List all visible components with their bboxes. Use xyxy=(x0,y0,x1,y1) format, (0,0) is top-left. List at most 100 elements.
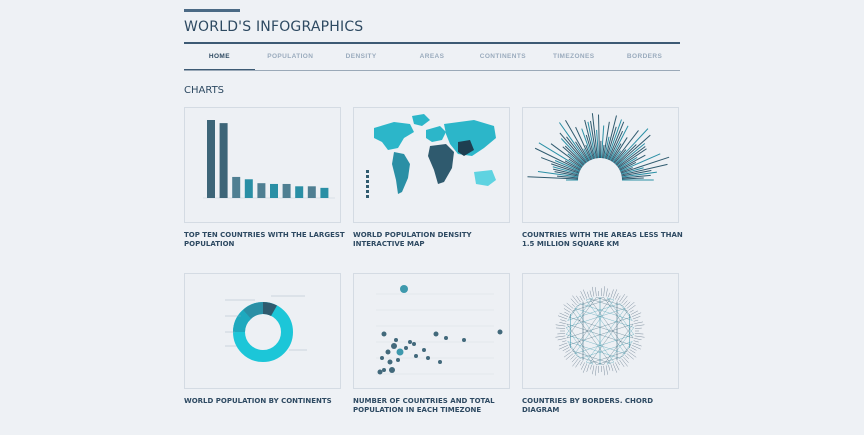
radial-bar xyxy=(601,125,605,159)
nav-item-continents[interactable]: CONTINENTS xyxy=(479,53,526,60)
scatter-chart-thumbnail xyxy=(376,285,503,375)
chord-line xyxy=(574,308,634,328)
card-caption-timezones-scatter[interactable]: NUMBER OF COUNTRIES AND TOTAL POPULATION… xyxy=(353,397,495,414)
radial-bar xyxy=(564,160,581,170)
chord-tick xyxy=(582,363,588,373)
radial-bar xyxy=(537,170,579,178)
chord-line xyxy=(586,361,593,365)
chord-line xyxy=(579,341,633,359)
chord-tick xyxy=(572,358,579,367)
nav-item-home[interactable]: HOME xyxy=(184,44,255,71)
radial-bar xyxy=(614,128,649,165)
radial-bar xyxy=(619,162,637,171)
radial-bar xyxy=(581,128,594,160)
chord-line xyxy=(589,350,628,364)
chord-tick xyxy=(626,353,634,360)
radial-bar xyxy=(527,176,579,180)
chord-tick xyxy=(562,347,570,352)
nav-item-density[interactable]: DENSITY xyxy=(345,53,377,60)
radial-bar xyxy=(598,114,600,159)
chord-line xyxy=(572,298,611,312)
chord-diagram-thumbnail xyxy=(555,286,645,376)
card-caption-top-ten-population[interactable]: TOP TEN COUNTRIES WITH THE LARGEST POPUL… xyxy=(184,231,345,248)
radial-bar xyxy=(612,150,622,163)
chord-tick xyxy=(632,342,642,347)
nav-item-timezones[interactable]: TIMEZONES xyxy=(552,53,595,60)
chord-line xyxy=(566,323,597,365)
bar xyxy=(295,186,304,198)
card-top-ten-population[interactable] xyxy=(184,107,341,223)
scatter-point xyxy=(377,369,383,375)
bar-chart-thumbnail xyxy=(203,120,335,199)
chord-tick xyxy=(634,333,644,335)
card-caption-continents-donut[interactable]: WORLD POPULATION BY CONTINENTS xyxy=(184,397,332,405)
radial-bar xyxy=(619,153,661,172)
chord-tick xyxy=(579,361,583,366)
radial-bar xyxy=(552,168,579,176)
bar xyxy=(219,123,228,198)
radial-bar xyxy=(618,156,638,169)
chord-line xyxy=(574,299,614,354)
chord-tick xyxy=(634,321,644,324)
chord-tick xyxy=(557,333,566,335)
scatter-point xyxy=(387,359,393,365)
chord-line xyxy=(577,296,604,306)
chord-line xyxy=(619,303,633,321)
site-title: WORLD'S INFOGRAPHICS xyxy=(184,19,364,35)
chord-tick xyxy=(570,298,577,306)
nav-item-borders[interactable]: BORDERS xyxy=(626,53,663,60)
chord-tick xyxy=(617,361,620,366)
radial-bar xyxy=(554,171,579,177)
radial-bar xyxy=(605,126,617,160)
chord-tick xyxy=(608,364,611,371)
chord-tick xyxy=(591,286,595,297)
chord-tick xyxy=(612,363,618,373)
card-caption-areas-radial[interactable]: COUNTRIES WITH THE AREAS LESS THAN 1.5 M… xyxy=(522,231,683,248)
radial-bar xyxy=(587,121,597,159)
radial-bar xyxy=(566,136,587,163)
chord-tick xyxy=(623,356,629,363)
nav-item-population[interactable]: POPULATION xyxy=(267,53,314,60)
radial-bar xyxy=(617,148,647,169)
chord-line xyxy=(568,316,634,339)
chord-tick xyxy=(625,301,631,307)
chord-line xyxy=(619,341,633,359)
donut-slice-3 xyxy=(233,310,251,332)
radial-bar xyxy=(610,143,622,162)
radial-bar-thumbnail xyxy=(527,113,670,181)
radial-bar xyxy=(621,174,651,179)
chord-tick xyxy=(555,324,566,327)
radial-bar xyxy=(606,119,622,160)
nav-item-areas[interactable]: AREAS xyxy=(419,53,445,60)
card-areas-radial[interactable] xyxy=(522,107,679,223)
card-density-map[interactable] xyxy=(353,107,510,223)
card-caption-borders-chord[interactable]: COUNTRIES BY BORDERS. CHORD DIAGRAM xyxy=(522,397,654,414)
chord-tick xyxy=(612,289,618,299)
chord-tick xyxy=(628,305,636,311)
radial-bar xyxy=(584,119,596,159)
chord-tick xyxy=(571,303,575,307)
radial-bar xyxy=(621,170,652,177)
radial-bar xyxy=(602,144,605,159)
scatter-point xyxy=(433,331,439,337)
radial-bar xyxy=(585,134,595,160)
chord-line xyxy=(567,303,581,321)
radial-bar xyxy=(621,163,668,176)
card-continents-donut[interactable] xyxy=(184,273,341,389)
radial-bar xyxy=(620,156,670,174)
scatter-point xyxy=(426,356,430,360)
card-caption-density-map[interactable]: WORLD POPULATION DENSITY INTERACTIVE MAP xyxy=(353,231,472,248)
chord-tick xyxy=(595,365,597,376)
card-timezones-scatter[interactable] xyxy=(353,273,510,389)
chord-tick xyxy=(592,365,595,375)
radial-bar xyxy=(567,153,584,167)
map-north-america xyxy=(374,122,414,150)
chord-tick xyxy=(610,289,614,298)
chord-line xyxy=(566,297,594,335)
card-borders-chord[interactable] xyxy=(522,273,679,389)
chord-line xyxy=(586,299,626,354)
chord-tick xyxy=(580,362,585,370)
map-europe xyxy=(426,126,446,142)
chord-line xyxy=(622,305,632,318)
chord-line xyxy=(568,344,578,357)
